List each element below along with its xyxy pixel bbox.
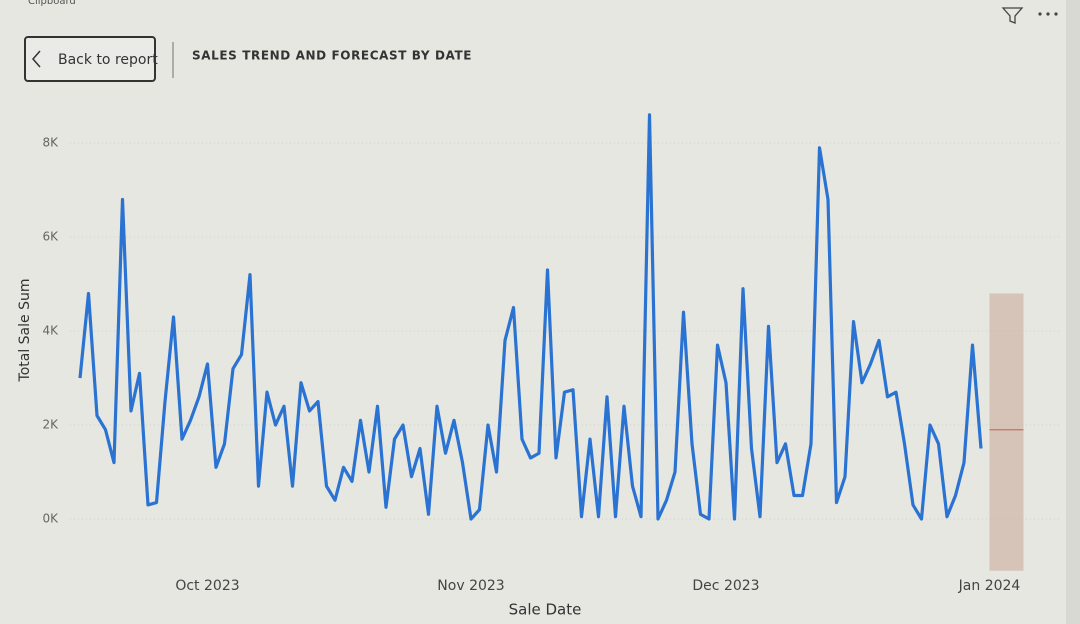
- x-tick-label: Jan 2024: [958, 578, 1021, 594]
- back-arrow[interactable]: [32, 50, 41, 68]
- x-axis-label: Sale Date: [509, 601, 582, 619]
- y-axis-label: Total Sale Sum: [17, 279, 33, 383]
- dot[interactable]: [1054, 12, 1058, 16]
- ribbon-label: Clipboard: [28, 0, 76, 7]
- dot[interactable]: [1046, 12, 1050, 16]
- x-tick-label: Dec 2023: [692, 578, 759, 594]
- x-tick-label: Nov 2023: [437, 578, 504, 594]
- y-tick-label: 2K: [42, 418, 59, 432]
- y-tick-label: 0K: [42, 512, 59, 526]
- y-tick-label: 6K: [42, 230, 59, 244]
- more-options[interactable]: [1038, 12, 1058, 16]
- back-button[interactable]: Back to report: [24, 36, 158, 82]
- x-tick-label: Oct 2023: [175, 578, 239, 594]
- chart-title: SALES TREND AND FORECAST BY DATE: [192, 49, 472, 63]
- forecast-band: [989, 293, 1024, 571]
- series-line: [78, 113, 983, 521]
- filter-icon[interactable]: [1001, 7, 1024, 24]
- y-tick-label: 8K: [42, 136, 59, 150]
- back-button-label[interactable]: Back to report: [58, 52, 158, 68]
- y-tick-label: 4K: [42, 324, 59, 338]
- dot[interactable]: [1038, 12, 1042, 16]
- side-strip: [1066, 0, 1080, 624]
- back-button-frame[interactable]: [24, 36, 156, 82]
